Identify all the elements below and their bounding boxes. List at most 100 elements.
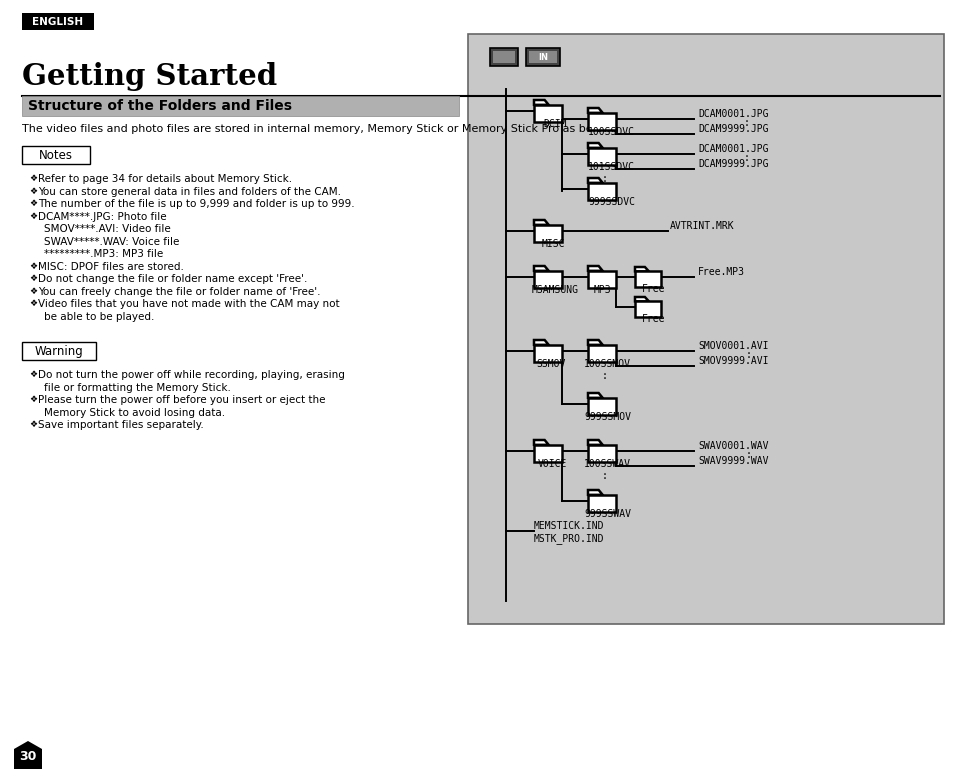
Text: Free: Free [641, 284, 665, 294]
Text: *********.MP3: MP3 file: *********.MP3: MP3 file [44, 249, 163, 259]
Text: Warning: Warning [34, 344, 83, 358]
Text: ❖: ❖ [29, 420, 37, 429]
Text: ❖: ❖ [29, 287, 37, 295]
Text: ❖: ❖ [29, 370, 37, 379]
Text: :: : [745, 450, 751, 460]
Text: :: : [743, 118, 749, 128]
Text: :: : [601, 174, 607, 184]
Polygon shape [534, 345, 561, 362]
Text: ❖: ❖ [29, 395, 37, 404]
Text: 100SSWAV: 100SSWAV [583, 459, 630, 469]
Text: ❖: ❖ [29, 174, 37, 183]
Text: :: : [745, 350, 751, 360]
Text: ❖: ❖ [29, 274, 37, 283]
Text: SSMOV: SSMOV [536, 359, 565, 369]
Polygon shape [587, 340, 602, 345]
Text: ❖: ❖ [29, 199, 37, 208]
Text: ❖: ❖ [29, 212, 37, 220]
Text: ENGLISH: ENGLISH [32, 16, 84, 26]
Text: 999SSDVC: 999SSDVC [587, 197, 635, 207]
Text: :: : [601, 371, 607, 381]
Text: :: : [601, 471, 607, 481]
Text: Structure of the Folders and Files: Structure of the Folders and Files [28, 99, 292, 113]
Text: Save important files separately.: Save important files separately. [38, 420, 204, 430]
Polygon shape [587, 266, 602, 271]
Polygon shape [534, 266, 548, 271]
Text: 100SSMOV: 100SSMOV [583, 359, 630, 369]
Text: 100SSDVC: 100SSDVC [587, 127, 635, 137]
Polygon shape [635, 301, 660, 317]
Text: Notes: Notes [39, 149, 73, 161]
Text: You can store general data in files and folders of the CAM.: You can store general data in files and … [38, 186, 340, 196]
Polygon shape [587, 393, 602, 398]
Text: SMOV9999.AVI: SMOV9999.AVI [698, 356, 768, 366]
Text: SWAV9999.WAV: SWAV9999.WAV [698, 456, 768, 466]
Text: Video files that you have not made with the CAM may not: Video files that you have not made with … [38, 299, 339, 309]
Text: MISC: DPOF files are stored.: MISC: DPOF files are stored. [38, 262, 184, 272]
Bar [493, 51, 515, 63]
Text: SWAV*****.WAV: Voice file: SWAV*****.WAV: Voice file [44, 237, 179, 246]
Text: MEMSTICK.IND: MEMSTICK.IND [534, 521, 604, 531]
Polygon shape [534, 220, 548, 225]
Polygon shape [534, 225, 561, 242]
Polygon shape [534, 100, 548, 105]
Text: Free: Free [641, 314, 665, 324]
Bar [22, 146, 90, 164]
Polygon shape [534, 105, 561, 122]
Text: Free.MP3: Free.MP3 [698, 267, 744, 277]
Polygon shape [534, 340, 548, 345]
Bar [22, 342, 96, 360]
Bar [22, 13, 94, 30]
Text: Getting Started: Getting Started [22, 62, 276, 91]
Text: 30: 30 [19, 750, 36, 763]
Text: DCAM****.JPG: Photo file: DCAM****.JPG: Photo file [38, 212, 167, 221]
Text: ❖: ❖ [29, 262, 37, 270]
Text: SMOV0001.AVI: SMOV0001.AVI [698, 341, 768, 351]
Text: be able to be played.: be able to be played. [44, 312, 154, 322]
Text: The video files and photo files are stored in internal memory, Memory Stick or M: The video files and photo files are stor… [22, 124, 614, 134]
Polygon shape [587, 108, 602, 113]
Polygon shape [587, 183, 616, 200]
Polygon shape [635, 267, 648, 271]
Text: IN: IN [537, 52, 547, 62]
Polygon shape [587, 495, 616, 512]
Text: Refer to page 34 for details about Memory Stick.: Refer to page 34 for details about Memor… [38, 174, 292, 184]
Polygon shape [534, 440, 548, 445]
Polygon shape [587, 440, 602, 445]
Text: The number of the file is up to 9,999 and folder is up to 999.: The number of the file is up to 9,999 an… [38, 199, 355, 209]
Text: DCAM0001.JPG: DCAM0001.JPG [698, 144, 768, 154]
Polygon shape [587, 345, 616, 362]
Text: 999SSMOV: 999SSMOV [583, 412, 630, 422]
Polygon shape [587, 148, 616, 165]
Polygon shape [587, 143, 602, 148]
Text: MSTK_PRO.IND: MSTK_PRO.IND [534, 533, 604, 544]
Text: MISC: MISC [541, 239, 565, 249]
Bar [529, 51, 557, 63]
Polygon shape [534, 271, 561, 288]
Text: Do not change the file or folder name except 'Free'.: Do not change the file or folder name ex… [38, 274, 307, 284]
Bar [525, 48, 559, 66]
Bar [468, 34, 943, 624]
Polygon shape [587, 490, 602, 495]
Text: VOICE: VOICE [537, 459, 567, 469]
Bar [490, 48, 517, 66]
Text: ❖: ❖ [29, 299, 37, 308]
Bar [22, 96, 458, 116]
Polygon shape [587, 445, 616, 462]
Polygon shape [635, 297, 648, 301]
Text: :: : [743, 153, 749, 163]
Text: AVTRINT.MRK: AVTRINT.MRK [669, 221, 734, 231]
Text: Please turn the power off before you insert or eject the: Please turn the power off before you ins… [38, 395, 325, 405]
Text: 999SSWAV: 999SSWAV [583, 509, 630, 519]
Text: DCIM: DCIM [542, 119, 566, 129]
Text: MSAMSUNG: MSAMSUNG [532, 285, 578, 295]
Polygon shape [587, 113, 616, 130]
Polygon shape [587, 178, 602, 183]
Text: DCAM0001.JPG: DCAM0001.JPG [698, 109, 768, 119]
Text: SMOV****.AVI: Video file: SMOV****.AVI: Video file [44, 224, 171, 234]
Polygon shape [587, 271, 616, 288]
Polygon shape [14, 741, 42, 769]
Text: ❖: ❖ [29, 186, 37, 196]
Text: You can freely change the file or folder name of 'Free'.: You can freely change the file or folder… [38, 287, 320, 297]
Polygon shape [587, 398, 616, 415]
